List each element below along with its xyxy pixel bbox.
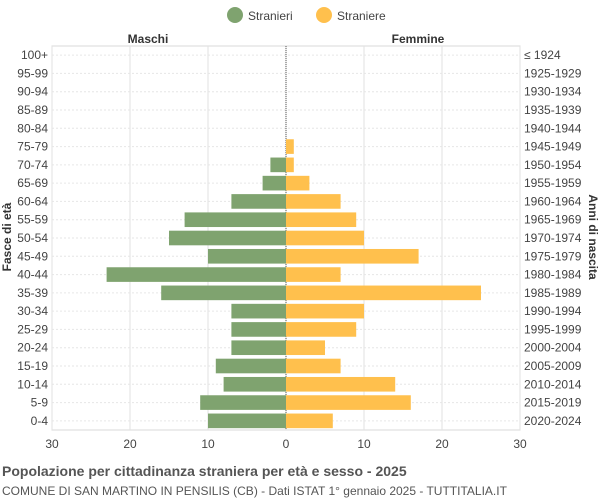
bar-straniere bbox=[286, 358, 341, 374]
birth-year-label: 1980-1984 bbox=[524, 268, 582, 282]
bar-straniere bbox=[286, 194, 341, 209]
age-group-label: 35-39 bbox=[17, 286, 48, 300]
bar-straniere bbox=[286, 413, 333, 429]
bar-stranieri bbox=[231, 194, 286, 209]
left-header: Maschi bbox=[128, 32, 169, 46]
age-group-label: 80-84 bbox=[17, 121, 48, 135]
age-group-label: 40-44 bbox=[17, 268, 48, 282]
birth-year-label: 1950-1954 bbox=[524, 158, 582, 172]
age-group-label: 70-74 bbox=[17, 158, 48, 172]
age-group-label: 90-94 bbox=[17, 85, 48, 99]
age-group-label: 85-89 bbox=[17, 103, 48, 117]
age-group-label: 30-34 bbox=[17, 304, 48, 318]
birth-year-label: 1970-1974 bbox=[524, 231, 582, 245]
birth-year-label: 1940-1944 bbox=[524, 121, 582, 135]
bar-stranieri bbox=[208, 413, 286, 429]
age-group-label: 15-19 bbox=[17, 359, 48, 373]
birth-year-label: 2020-2024 bbox=[524, 414, 582, 428]
age-group-label: 20-24 bbox=[17, 341, 48, 355]
age-group-label: 45-49 bbox=[17, 249, 48, 263]
bar-straniere bbox=[286, 157, 294, 173]
bar-straniere bbox=[286, 322, 357, 337]
y-axis-label-right: Anni di nascita bbox=[586, 194, 600, 280]
birth-year-label: 2000-2004 bbox=[524, 341, 582, 355]
bar-stranieri bbox=[231, 340, 286, 356]
birth-year-label: 1995-1999 bbox=[524, 322, 582, 336]
x-tick-label: 30 bbox=[513, 437, 527, 451]
x-tick-label: 20 bbox=[435, 437, 449, 451]
birth-year-label: 1990-1994 bbox=[524, 304, 582, 318]
legend-item-stranieri-label: Stranieri bbox=[248, 9, 293, 23]
chart-title: Popolazione per cittadinanza straniera p… bbox=[2, 463, 407, 479]
birth-year-label: 1945-1949 bbox=[524, 140, 582, 154]
bar-straniere bbox=[286, 395, 411, 410]
birth-year-label: 2010-2014 bbox=[524, 377, 582, 391]
tick-labels: 30 20 10 0 10 20 30 100+ ≤ 1924 95-99 1925-1929 90-… bbox=[17, 48, 581, 451]
bar-stranieri bbox=[161, 285, 286, 301]
birth-year-label: 2015-2019 bbox=[524, 396, 582, 410]
legend-item-straniere-label: Straniere bbox=[337, 9, 386, 23]
bar-straniere bbox=[286, 248, 419, 264]
bar-stranieri bbox=[169, 230, 286, 246]
bar-stranieri bbox=[106, 267, 286, 282]
bar-stranieri bbox=[223, 376, 286, 392]
bar-stranieri bbox=[215, 358, 286, 374]
bar-stranieri bbox=[270, 157, 286, 173]
age-group-label: 50-54 bbox=[17, 231, 48, 245]
x-tick-label: 30 bbox=[45, 437, 59, 451]
birth-year-label: 1985-1989 bbox=[524, 286, 582, 300]
bar-straniere bbox=[286, 267, 341, 282]
bar-stranieri bbox=[231, 322, 286, 337]
age-group-label: 5-9 bbox=[31, 396, 49, 410]
bar-straniere bbox=[286, 285, 481, 301]
age-group-label: 55-59 bbox=[17, 213, 48, 227]
birth-year-label: 1925-1929 bbox=[524, 66, 582, 80]
x-tick-label: 20 bbox=[123, 437, 137, 451]
bar-straniere bbox=[286, 376, 396, 392]
age-group-label: 100+ bbox=[21, 48, 48, 62]
right-header: Femmine bbox=[392, 32, 445, 46]
birth-year-label: 1930-1934 bbox=[524, 85, 582, 99]
birth-year-label: 1935-1939 bbox=[524, 103, 582, 117]
age-group-label: 10-14 bbox=[17, 377, 48, 391]
bar-straniere bbox=[286, 212, 357, 228]
x-tick-label: 10 bbox=[201, 437, 215, 451]
legend-item-straniere-marker bbox=[316, 7, 332, 23]
y-axis-label-left: Fasce di età bbox=[0, 202, 14, 271]
bar-straniere bbox=[286, 303, 364, 319]
bar-stranieri bbox=[208, 248, 286, 264]
bar-stranieri bbox=[262, 175, 286, 191]
age-group-label: 60-64 bbox=[17, 194, 48, 208]
bar-straniere bbox=[286, 230, 364, 246]
legend-item-stranieri-marker bbox=[227, 7, 243, 23]
bar-straniere bbox=[286, 175, 310, 191]
bar-straniere bbox=[286, 139, 294, 154]
age-group-label: 65-69 bbox=[17, 176, 48, 190]
birth-year-label: 1960-1964 bbox=[524, 194, 582, 208]
age-group-label: 75-79 bbox=[17, 140, 48, 154]
birth-year-label: 1955-1959 bbox=[524, 176, 582, 190]
x-tick-label: 0 bbox=[283, 437, 290, 451]
age-group-label: 95-99 bbox=[17, 66, 48, 80]
bar-stranieri bbox=[184, 212, 286, 228]
birth-year-label: 2005-2009 bbox=[524, 359, 582, 373]
bar-stranieri bbox=[231, 303, 286, 319]
bars-group bbox=[106, 139, 481, 429]
birth-year-label: 1975-1979 bbox=[524, 249, 582, 263]
birth-year-label: 1965-1969 bbox=[524, 213, 582, 227]
age-group-label: 0-4 bbox=[31, 414, 49, 428]
x-tick-label: 10 bbox=[357, 437, 371, 451]
birth-year-label: ≤ 1924 bbox=[524, 48, 561, 62]
legend: Stranieri Straniere bbox=[227, 7, 386, 23]
chart-subtitle: COMUNE DI SAN MARTINO IN PENSILIS (CB) -… bbox=[2, 484, 507, 498]
bar-stranieri bbox=[200, 395, 286, 410]
bar-straniere bbox=[286, 340, 325, 356]
age-group-label: 25-29 bbox=[17, 322, 48, 336]
